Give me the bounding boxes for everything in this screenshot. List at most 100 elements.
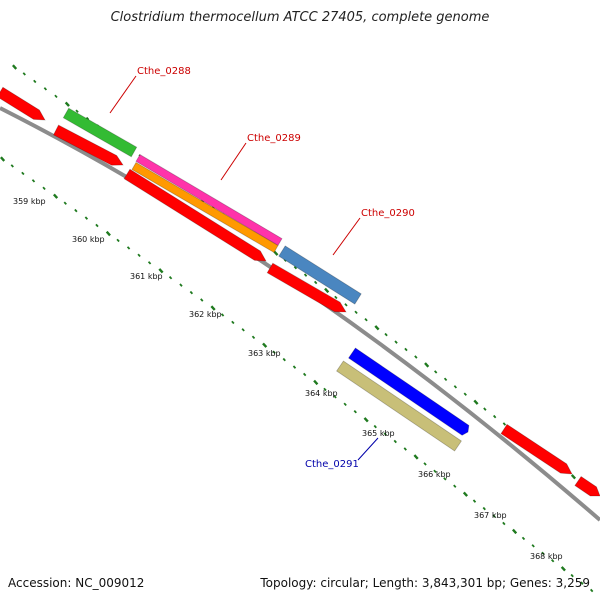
tick-mark bbox=[344, 303, 348, 307]
tick-mark bbox=[313, 379, 319, 386]
tick-mark bbox=[63, 201, 67, 205]
tick-mark bbox=[354, 310, 358, 315]
tick-mark bbox=[373, 424, 377, 429]
gene-leader-line bbox=[109, 75, 137, 114]
tick-mark bbox=[434, 370, 438, 374]
tick-mark bbox=[482, 506, 486, 511]
inner-tick-ring bbox=[0, 156, 594, 593]
gene-label-cthe-0288[interactable]: Cthe_0288 bbox=[137, 66, 191, 77]
tick-mark bbox=[394, 340, 398, 344]
tick-mark bbox=[75, 109, 79, 113]
gene-bar-cthe-0289[interactable] bbox=[135, 154, 283, 246]
tick-mark bbox=[443, 477, 447, 481]
cds-feature-arrow[interactable] bbox=[266, 262, 347, 313]
tick-mark bbox=[303, 372, 307, 377]
tick-mark bbox=[560, 566, 566, 572]
tick-mark bbox=[502, 521, 506, 526]
tick-mark bbox=[551, 558, 555, 563]
tick-mark bbox=[231, 320, 235, 325]
tick-mark bbox=[423, 462, 427, 466]
tick-mark bbox=[54, 94, 58, 99]
tick-mark bbox=[453, 385, 458, 389]
gene-bar-cthe-0291-cds[interactable] bbox=[336, 360, 462, 452]
gene-bar-cthe-0290[interactable] bbox=[278, 245, 362, 305]
tick-mark bbox=[84, 216, 89, 220]
tick-mark bbox=[343, 402, 347, 407]
cds-feature-arrow[interactable] bbox=[574, 475, 600, 497]
tick-mark bbox=[364, 317, 368, 322]
tick-mark bbox=[31, 179, 36, 183]
tick-mark bbox=[334, 295, 338, 300]
gene-bar-cthe-0291[interactable] bbox=[348, 347, 470, 436]
tick-mark bbox=[541, 551, 545, 556]
tick-mark bbox=[272, 350, 276, 354]
tick-mark bbox=[251, 335, 256, 340]
tick-mark bbox=[85, 116, 90, 121]
tick-mark bbox=[502, 422, 507, 426]
tick-mark bbox=[324, 287, 330, 294]
gene-label-cthe-0291[interactable]: Cthe_0291 bbox=[305, 459, 359, 470]
tick-mark bbox=[353, 409, 357, 414]
tick-mark bbox=[463, 392, 467, 396]
gene-bar-cthe-0288[interactable] bbox=[62, 107, 138, 158]
kbp-label-367: 367 kbp bbox=[474, 511, 507, 520]
tick-mark bbox=[433, 469, 437, 474]
tick-mark bbox=[384, 332, 388, 337]
tick-mark bbox=[147, 261, 152, 265]
tick-mark bbox=[21, 171, 25, 176]
tick-mark bbox=[42, 186, 46, 191]
tick-mark bbox=[483, 407, 487, 411]
tick-mark bbox=[363, 417, 369, 423]
tick-mark bbox=[492, 514, 496, 518]
kbp-labels: 359 kbp 360 kbp 361 kbp 362 kbp 363 kbp … bbox=[13, 197, 563, 561]
gene-label-cthe-0290[interactable]: Cthe_0290 bbox=[361, 208, 415, 219]
tick-mark bbox=[0, 156, 6, 162]
tick-mark bbox=[95, 223, 99, 228]
cds-feature-arrow[interactable] bbox=[123, 168, 267, 262]
tick-mark bbox=[189, 290, 194, 295]
tick-mark bbox=[303, 273, 308, 277]
genome-summary-text: Topology: circular; Length: 3,843,301 bp… bbox=[260, 576, 590, 590]
kbp-label-360: 360 kbp bbox=[72, 235, 105, 244]
tick-mark bbox=[443, 377, 448, 382]
gene-leader-line bbox=[332, 217, 361, 256]
tick-mark bbox=[179, 283, 183, 287]
kbp-label-359: 359 kbp bbox=[13, 197, 46, 206]
tick-mark bbox=[414, 355, 418, 359]
tick-mark bbox=[210, 305, 216, 311]
tick-mark bbox=[241, 328, 245, 332]
tick-mark bbox=[116, 238, 120, 243]
kbp-label-365: 365 kbp bbox=[362, 429, 395, 438]
gene-label-cthe-0289[interactable]: Cthe_0289 bbox=[247, 133, 301, 144]
kbp-label-364: 364 kbp bbox=[305, 389, 338, 398]
gene-leader-line bbox=[220, 142, 247, 181]
cds-feature-arrow[interactable] bbox=[500, 423, 573, 475]
tick-mark bbox=[64, 101, 70, 107]
tick-mark bbox=[53, 193, 59, 199]
cds-feature-arrow[interactable] bbox=[52, 124, 124, 166]
cds-feature-arrow[interactable] bbox=[0, 86, 46, 121]
tick-mark bbox=[292, 365, 297, 369]
tick-mark bbox=[137, 253, 141, 258]
gene-bar-cthe-0289-cds[interactable] bbox=[131, 161, 279, 254]
tick-mark bbox=[105, 230, 111, 237]
tick-mark bbox=[580, 581, 584, 585]
tick-mark bbox=[393, 439, 397, 444]
map-title: Clostridium thermocellum ATCC 27405, com… bbox=[110, 10, 490, 25]
tick-mark bbox=[473, 399, 479, 405]
tick-mark bbox=[11, 64, 18, 70]
tick-mark bbox=[413, 454, 419, 460]
gene-leader-line bbox=[357, 437, 379, 461]
tick-mark bbox=[570, 573, 574, 578]
tick-mark bbox=[403, 447, 407, 451]
tick-mark bbox=[282, 357, 286, 362]
accession-text: Accession: NC_009012 bbox=[8, 576, 145, 590]
genome-backbone bbox=[0, 106, 600, 522]
tick-mark bbox=[158, 268, 164, 274]
tick-mark bbox=[383, 432, 387, 436]
kbp-label-366: 366 kbp bbox=[418, 470, 451, 479]
tick-mark bbox=[424, 362, 430, 368]
kbp-label-361: 361 kbp bbox=[130, 272, 163, 281]
kbp-label-362: 362 kbp bbox=[189, 310, 222, 319]
tick-mark bbox=[590, 588, 594, 593]
